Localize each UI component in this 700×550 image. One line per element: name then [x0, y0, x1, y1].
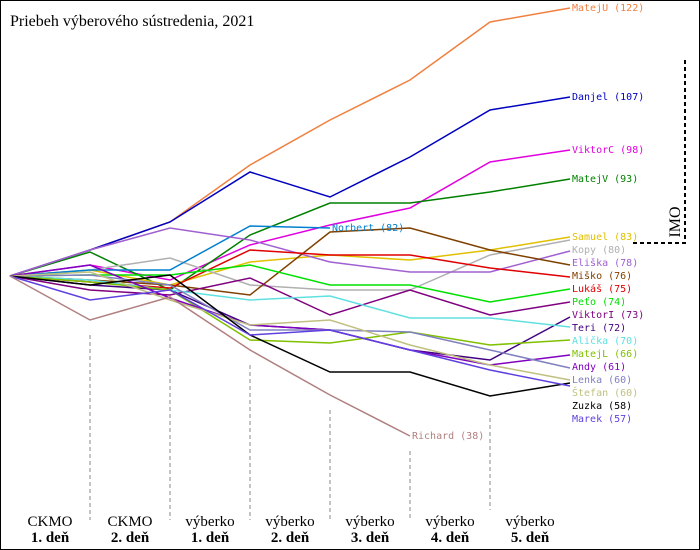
series-line [9, 275, 571, 328]
series-label: MatejL (66) [572, 349, 638, 360]
series-label: Alička (70) [572, 335, 638, 347]
x-category: 3. deň [351, 530, 390, 546]
series-line [9, 236, 571, 286]
series-label: Marek (57) [572, 414, 632, 425]
x-category: 1. deň [191, 530, 230, 546]
series-label: ViktorI (73) [572, 310, 644, 321]
series-label: Norbert (82) [332, 223, 404, 234]
series-label: Štefan (60) [572, 386, 638, 399]
series-line [9, 275, 571, 316]
series-line [9, 227, 571, 277]
series-line [9, 264, 571, 366]
series-label: Peťo (74) [572, 296, 626, 308]
series-label: Teri (72) [572, 323, 626, 334]
series-label: Lenka (60) [572, 375, 632, 386]
x-category: CKMO [107, 514, 152, 530]
series-label: Lukáš (75) [572, 283, 632, 295]
x-category: 2. deň [111, 530, 150, 546]
series-label: Eliška (78) [572, 257, 638, 269]
series-line [9, 178, 571, 291]
series-line [9, 271, 571, 381]
series-label: Samuel (83) [572, 232, 638, 243]
series-label: Danjel (107) [572, 92, 644, 103]
series-label: Zuzka (58) [572, 401, 632, 412]
x-category: výberko [425, 514, 474, 530]
x-category: 1. deň [31, 530, 70, 546]
x-category: 2. deň [271, 530, 310, 546]
series-label: MatejU (122) [572, 3, 644, 14]
x-category: výberko [185, 514, 234, 530]
series-label: MatejV (93) [572, 174, 638, 185]
series-label: Richard (38) [412, 431, 484, 442]
series-line [9, 225, 331, 277]
series-line [9, 275, 571, 387]
series-line [9, 264, 571, 303]
series-line [9, 96, 571, 277]
imo-bracket [630, 60, 686, 244]
series-label: Kopy (80) [572, 245, 626, 256]
x-category: 5. deň [511, 530, 550, 546]
series-label: Andy (61) [572, 362, 626, 373]
series-label: Miško (76) [572, 270, 632, 282]
chart-title: Priebeh výberového sústredenia, 2021 [10, 13, 254, 30]
x-category: výberko [345, 514, 394, 530]
series-line [9, 274, 571, 397]
x-category: CKMO [27, 514, 72, 530]
series-line [9, 227, 571, 296]
x-category: výberko [505, 514, 554, 530]
series-label: ViktorC (98) [572, 145, 644, 156]
series-line [9, 239, 571, 291]
series-line [9, 275, 411, 437]
x-category: 4. deň [431, 530, 470, 546]
imo-label: IMO [667, 206, 684, 237]
x-category: výberko [265, 514, 314, 530]
